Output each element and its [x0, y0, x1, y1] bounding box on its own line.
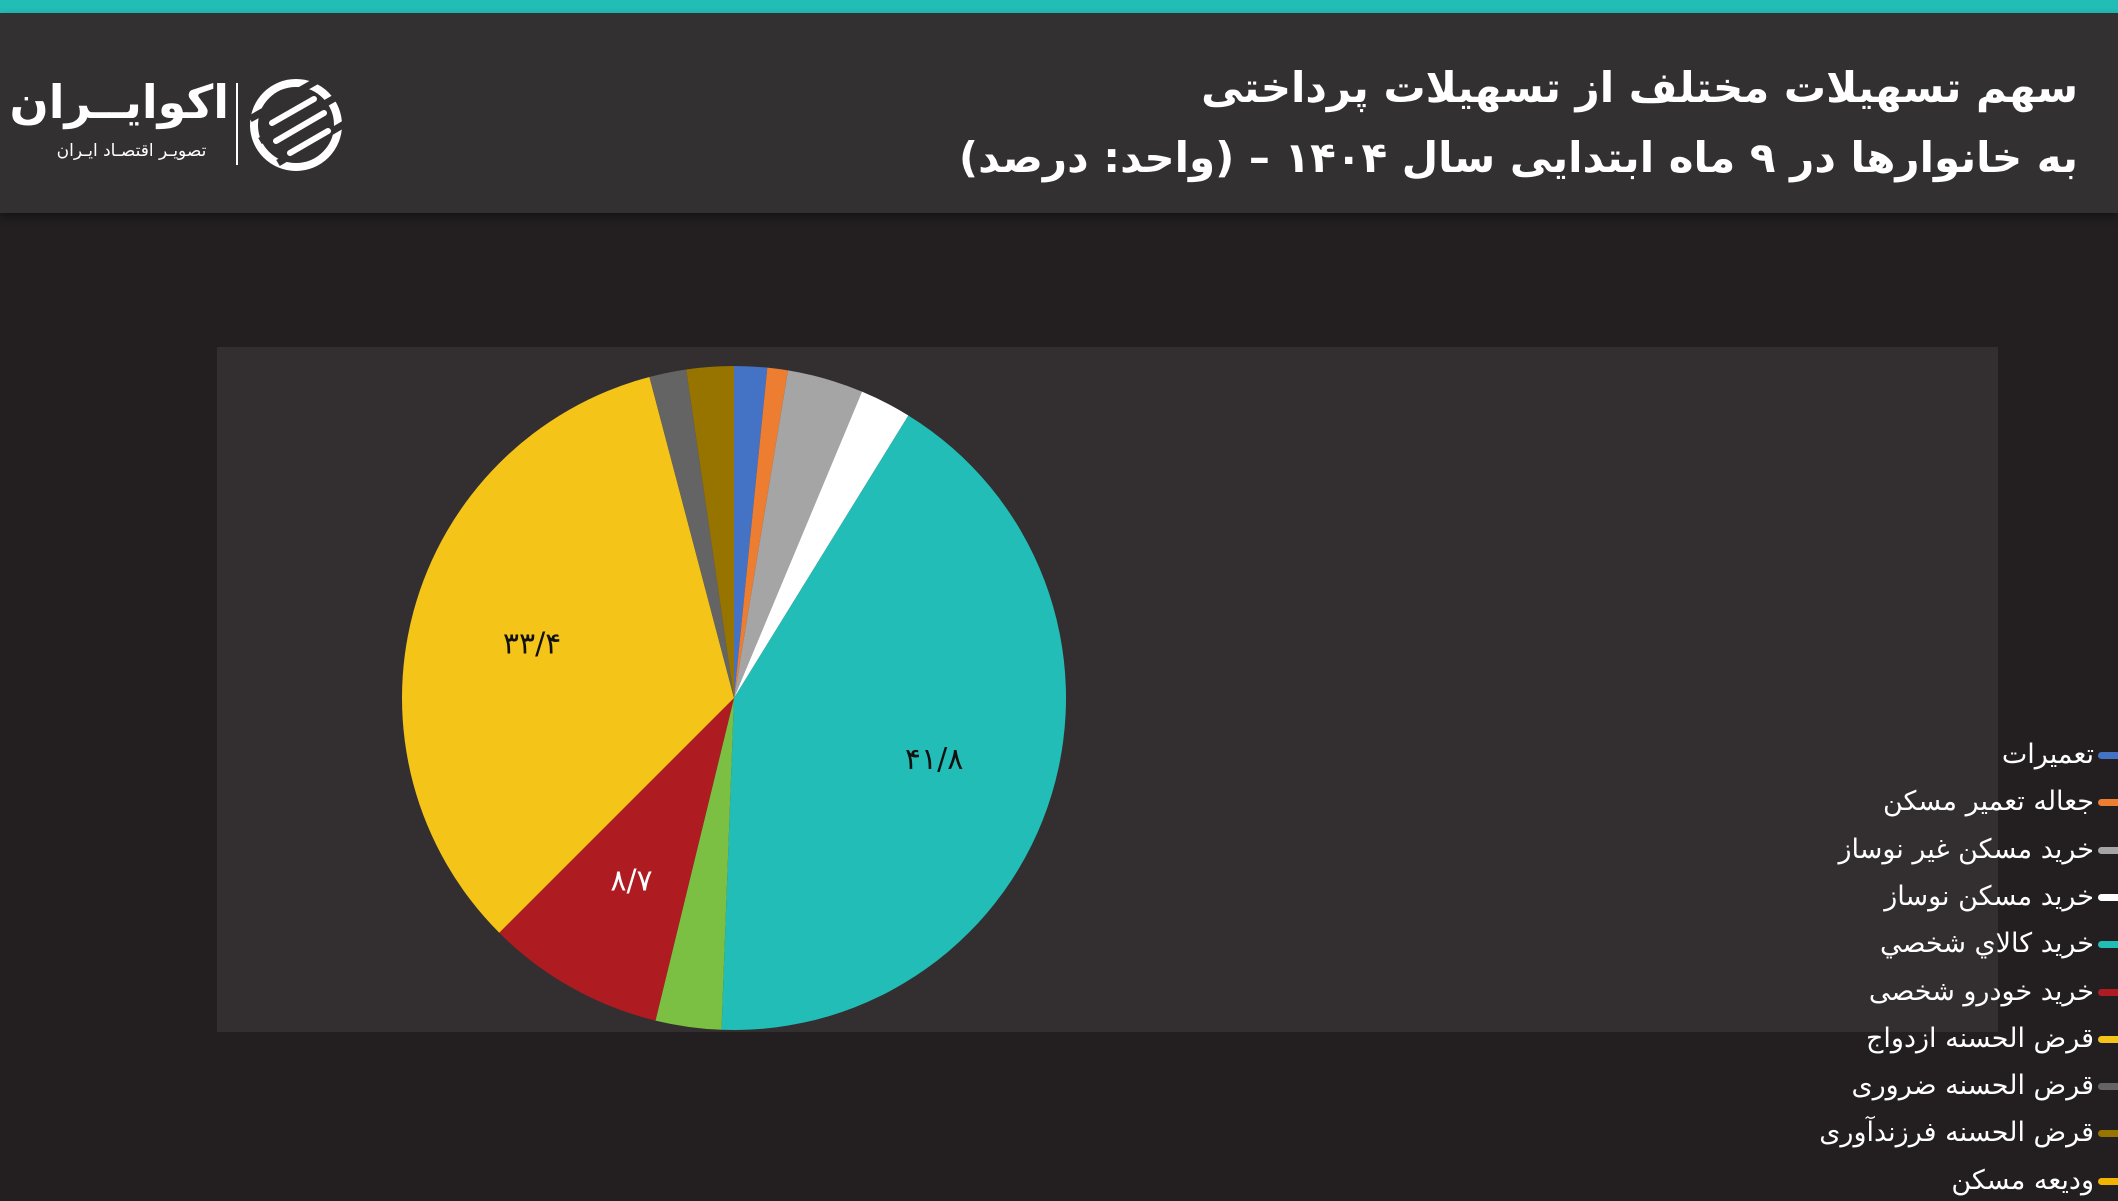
pie-slice: [649, 369, 734, 698]
header: سهم تسهیلات مختلف از تسهیلات پرداختی به …: [0, 13, 2118, 213]
logo-tagline: تصویـر اقتصـاد ایـران: [56, 141, 207, 161]
pie-slice: [655, 698, 734, 1030]
legend-swatch: [2098, 1177, 2118, 1185]
data-label: ۳۳/۴: [503, 626, 561, 661]
legend-item: خرید خودرو شخصی: [1717, 972, 2118, 1012]
legend-label: تعمیرات: [2001, 739, 2094, 770]
pie-slice: [402, 376, 734, 933]
legend-swatch: [2098, 846, 2118, 854]
legend-swatch: [2098, 988, 2118, 996]
logo-divider: [236, 83, 238, 165]
data-label: ۸/۷: [610, 863, 652, 898]
pie-chart: ۴۱/۸ ۸/۷ ۳۳/۴: [402, 366, 1066, 1030]
legend-swatch: [2098, 1130, 2118, 1138]
pie-slice: [734, 370, 863, 698]
logo: اکوایــران تصویـر اقتصـاد ایـران: [9, 75, 344, 175]
legend-label: قرض الحسنه فرزندآوری: [1819, 1117, 2094, 1149]
legend-item: جعاله تعمیر مسکن: [1717, 782, 2118, 822]
accent-bar: [0, 0, 2118, 13]
data-label: ۴۱/۸: [905, 742, 963, 777]
legend-swatch: [2098, 893, 2118, 901]
legend-label: خرید کالاي شخصي: [1879, 928, 2094, 960]
legend-swatch: [2098, 1035, 2118, 1043]
legend-item: قرض الحسنه ضروری: [1717, 1066, 2118, 1106]
chart-subtitle: به خانوارها در ۹ ماه ابتدایی سال ۱۴۰۴ – …: [958, 133, 2078, 182]
legend-label: خرید مسکن غیر نوساز: [1838, 833, 2094, 865]
chart-title: سهم تسهیلات مختلف از تسهیلات پرداختی: [1201, 63, 2078, 112]
legend-label: قرض الحسنه ازدواج: [1865, 1022, 2094, 1054]
legend-item: خرید مسکن نوساز: [1717, 877, 2118, 917]
legend-item: ودیعه مسکن: [1717, 1161, 2118, 1201]
legend-label: ودیعه مسکن: [1951, 1164, 2094, 1196]
pie-slice: [734, 367, 788, 698]
legend-label: خرید خودرو شخصی: [1868, 975, 2094, 1007]
legend-swatch: [2098, 799, 2118, 807]
pie-slice: [686, 366, 734, 698]
legend-item: قرض الحسنه فرزندآوری: [1717, 1113, 2118, 1153]
pie-slice: [499, 698, 734, 1021]
legend-item: خرید مسکن غیر نوساز: [1717, 830, 2118, 870]
logo-mark-icon: [250, 79, 342, 171]
legend-label: قرض الحسنه ضروری: [1851, 1070, 2094, 1102]
logo-name: اکوایــران: [9, 75, 230, 129]
legend-item: تعمیرات: [1717, 735, 2118, 775]
pie-slice: [734, 391, 909, 698]
legend-label: جعاله تعمیر مسکن: [1882, 786, 2094, 818]
chart-panel: ۴۱/۸ ۸/۷ ۳۳/۴ تعمیرات جعاله تعمیر مسکن خرید …: [217, 347, 2118, 1196]
legend-item: قرض الحسنه ازدواج: [1717, 1019, 2118, 1059]
pie-slice: [721, 415, 1066, 1030]
legend-swatch: [2098, 941, 2118, 949]
legend-item: خرید کالاي شخصي: [1717, 924, 2118, 964]
legend-swatch: [2098, 1083, 2118, 1091]
legend-swatch: [2098, 752, 2118, 759]
legend-label: خرید مسکن نوساز: [1884, 880, 2094, 912]
pie-slice: [734, 366, 768, 698]
